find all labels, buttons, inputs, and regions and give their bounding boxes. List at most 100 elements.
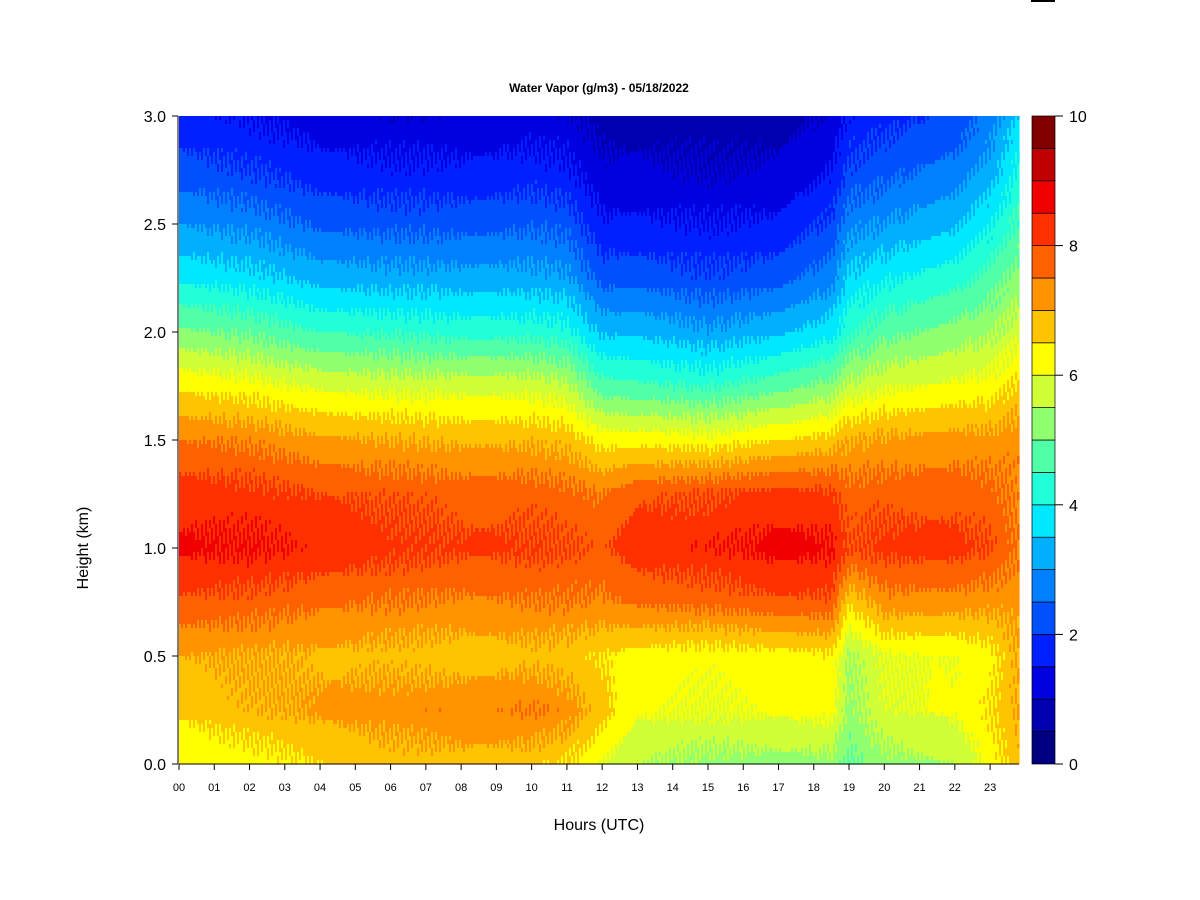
heatmap-cell: [527, 156, 536, 161]
heatmap-cell: [257, 164, 262, 169]
heatmap-cell: [901, 184, 960, 189]
heatmap-cell: [949, 152, 954, 157]
heatmap-cell: [991, 152, 1002, 157]
heatmap-cell: [579, 116, 584, 121]
heatmap-cell: [205, 188, 218, 193]
heatmap-cell: [569, 140, 584, 145]
heatmap-cell: [411, 172, 424, 177]
heatmap-cell: [257, 160, 270, 165]
heatmap-cell: [299, 128, 578, 133]
heatmap-cell: [457, 148, 500, 153]
heatmap-cell: [545, 136, 558, 141]
heatmap-cell: [289, 120, 390, 125]
heatmap-cell: [891, 184, 900, 189]
heatmap-cell: [843, 132, 868, 137]
heatmap-cell: [847, 124, 880, 129]
heatmap-cell: [581, 160, 610, 165]
heatmap-cell: [587, 124, 592, 129]
heatmap-cell: [877, 132, 882, 137]
heatmap-cell: [987, 140, 992, 145]
heatmap-cell: [219, 188, 232, 193]
heatmap-cell: [387, 148, 396, 153]
heatmap-cell: [605, 136, 676, 141]
heatmap-cell: [825, 176, 846, 181]
heatmap-cell: [1013, 184, 1020, 189]
heatmap-cell: [315, 140, 376, 145]
heatmap-cell: [895, 180, 904, 185]
heatmap-cell: [843, 172, 852, 177]
heatmap-cell: [609, 152, 614, 157]
heatmap-cell: [1017, 168, 1020, 173]
heatmap-cell: [233, 152, 246, 157]
heatmap-cell: [623, 152, 628, 157]
heatmap-cell: [839, 140, 850, 145]
heatmap-cell: [223, 148, 236, 153]
heatmap-cell: [243, 160, 252, 165]
heatmap-cell: [393, 172, 406, 177]
heatmap-cell: [913, 176, 968, 181]
heatmap-cell: [713, 184, 810, 189]
heatmap-cell: [355, 152, 360, 157]
heatmap-cell: [813, 188, 838, 193]
heatmap-cell: [561, 156, 566, 161]
heatmap-cell: [425, 188, 514, 193]
heatmap-cell: [857, 168, 900, 173]
heatmap-cell: [433, 144, 446, 149]
heatmap-cell: [531, 132, 588, 137]
heatmap-cell: [701, 144, 710, 149]
heatmap-cell: [665, 156, 670, 161]
heatmap-cell: [519, 188, 524, 193]
heatmap-cell: [979, 168, 1000, 173]
heatmap-cell: [899, 124, 904, 129]
heatmap-cell: [747, 140, 760, 145]
heatmap-cell: [593, 136, 598, 141]
corner-mark: [1031, 0, 1055, 2]
heatmap-cell: [717, 180, 726, 185]
heatmap-cell: [223, 168, 232, 173]
heatmap-cell: [809, 124, 818, 129]
heatmap-cell: [707, 156, 716, 161]
heatmap-cell: [397, 156, 402, 161]
heatmap-cell: [559, 116, 572, 121]
heatmap-cell: [285, 144, 298, 149]
heatmap-cell: [971, 136, 990, 141]
heatmap-cell: [265, 116, 274, 121]
heatmap-cell: [761, 140, 790, 145]
heatmap-cell: [669, 152, 674, 157]
heatmap-cell: [625, 148, 640, 153]
heatmap-cell: [527, 140, 536, 145]
heatmap-cell: [593, 188, 806, 193]
heatmap-cell: [743, 148, 752, 153]
heatmap-cell: [257, 180, 266, 185]
heatmap-cell: [261, 156, 348, 161]
heatmap-cell: [383, 168, 396, 173]
heatmap-cell: [193, 152, 198, 157]
heatmap-cell: [317, 188, 364, 193]
heatmap-cell: [715, 168, 720, 173]
heatmap-cell: [1017, 176, 1020, 181]
heatmap-cell: [687, 164, 692, 169]
heatmap-cell: [209, 152, 214, 157]
heatmap-cell: [945, 156, 954, 161]
heatmap-cell: [845, 116, 854, 121]
heatmap-cell: [209, 148, 218, 153]
heatmap-cell: [569, 164, 574, 169]
heatmap-cell: [859, 156, 864, 161]
heatmap-cell: [719, 140, 732, 145]
heatmap-cell: [1003, 168, 1014, 173]
heatmap-cell: [851, 120, 894, 125]
heatmap-cell: [977, 116, 998, 121]
heatmap-cell: [265, 172, 270, 177]
heatmap-cell: [405, 144, 414, 149]
heatmap-cell: [209, 164, 218, 169]
heatmap-cell: [869, 140, 874, 145]
heatmap-cell: [583, 180, 684, 185]
heatmap-cell: [697, 152, 702, 157]
heatmap-cell: [885, 140, 890, 145]
heatmap-cell: [1001, 120, 1012, 125]
heatmap-cell: [875, 188, 880, 193]
heatmap-cell: [307, 140, 312, 145]
heatmap-cell: [509, 148, 514, 153]
heatmap-cell: [1011, 132, 1020, 137]
heatmap-cell: [465, 160, 522, 165]
